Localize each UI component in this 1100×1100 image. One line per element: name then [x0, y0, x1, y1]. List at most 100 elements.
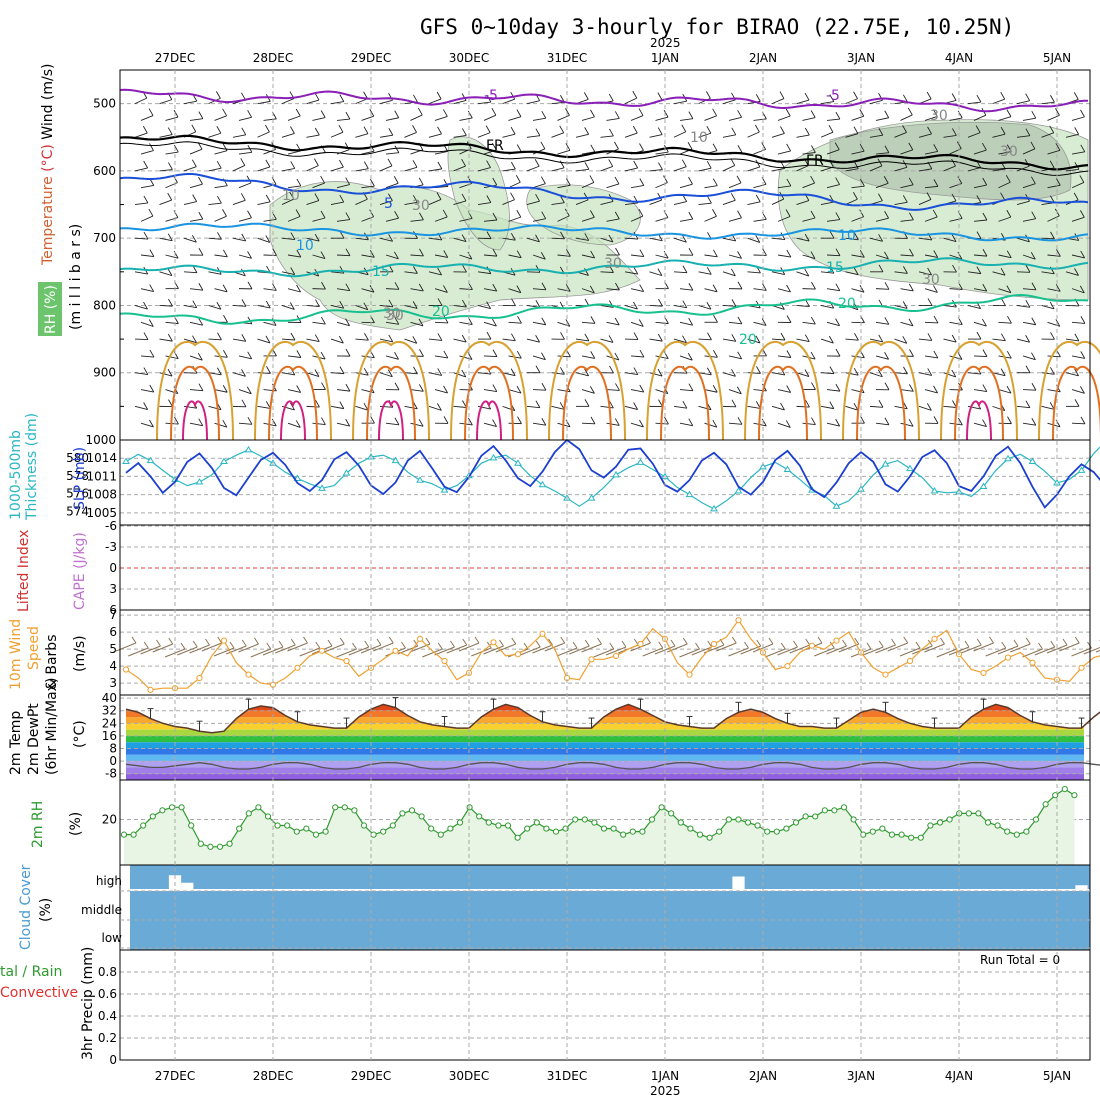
wind-barb-flag: [584, 368, 590, 377]
wind-barb-flag: [535, 234, 540, 242]
wind-barb: [434, 150, 448, 155]
wind-barb: [918, 338, 932, 341]
wind-barb: [551, 101, 565, 105]
wind10-barb-flag: [327, 639, 333, 647]
wind-barb: [312, 254, 326, 260]
wind10-barb: [679, 648, 700, 658]
wind-barb: [992, 98, 1005, 105]
wind10-barb-flag: [805, 638, 811, 646]
rh2m-point: [552, 828, 560, 835]
wind-barb: [1041, 237, 1055, 240]
wind10-speed-line-point: [1004, 654, 1012, 661]
wind-barb-flag: [927, 333, 933, 341]
date-label-top: 29DEC: [351, 51, 391, 65]
wind-barb-flag: [633, 266, 639, 275]
wind-barb-flag: [731, 369, 736, 377]
wind-barb: [385, 355, 399, 360]
wind-barb-flag: [412, 336, 418, 344]
wind-barb: [679, 321, 693, 326]
wind-barb: [875, 355, 889, 360]
wind-barb-flag: [394, 282, 400, 290]
wind-barb-flag: [560, 367, 565, 375]
wind-barb-flag: [853, 91, 858, 99]
rh2m-unit-label: (%): [68, 812, 84, 836]
wind-barb-flag: [633, 402, 639, 410]
wind10-speed-line-point: [441, 657, 448, 665]
thickness-line-point: [832, 502, 841, 509]
thickness-tick-label: 576: [66, 487, 89, 501]
wind-barb-flag: [540, 141, 546, 150]
cloud-high-base: [524, 889, 537, 891]
wind-barb: [557, 149, 571, 155]
wind-barb: [159, 338, 173, 342]
rh2m-point: [620, 831, 627, 838]
wind-barb: [165, 151, 179, 155]
date-label-bottom: 28DEC: [253, 1069, 293, 1083]
wind-barb: [385, 182, 399, 189]
wind-barb-flag: [982, 318, 987, 327]
wind-barb: [967, 372, 981, 375]
wind-barb: [312, 422, 326, 425]
wind-barb-flag: [884, 382, 890, 390]
wind10-barb-flag: [425, 637, 431, 645]
wind-barb-flag: [388, 299, 394, 308]
wind-barb-flag: [664, 416, 669, 425]
wind-barb-flag: [1031, 110, 1037, 119]
wind-barb: [1041, 372, 1055, 375]
wind-barb: [532, 288, 546, 291]
wind10-barb-flag: [290, 638, 296, 646]
wind-barb: [722, 338, 736, 342]
rh2m-point: [120, 831, 128, 838]
wind-barb: [557, 288, 571, 292]
rh2m-point: [485, 819, 492, 826]
wind-barb: [159, 271, 173, 277]
wind10-barb: [226, 645, 247, 655]
wind-barb-flag: [835, 248, 841, 256]
wind-barb: [771, 198, 784, 205]
wind-barb: [796, 338, 810, 343]
wind-barb-flag: [810, 351, 816, 360]
wind-barb: [159, 169, 173, 172]
wind-barb-flag: [1080, 416, 1086, 425]
wind-barb: [820, 101, 834, 105]
wind-barb-flag: [486, 231, 492, 239]
wind-barb: [581, 182, 595, 189]
wind-barb-flag: [149, 419, 154, 428]
wind-barb: [1047, 149, 1061, 155]
rh2m-point: [514, 834, 521, 841]
wind10-barb-flag: [584, 639, 590, 647]
wind-barb: [845, 168, 859, 172]
wind-barb: [802, 321, 816, 325]
wind-barb-flag: [412, 94, 418, 103]
wind-barb-flag: [388, 234, 394, 242]
wind-barb-flag: [712, 249, 718, 258]
wind-barb: [508, 254, 522, 259]
wind-barb: [924, 185, 938, 189]
wind-barb-flag: [296, 385, 302, 393]
wind-barb: [1047, 355, 1061, 358]
wind-barb-flag: [339, 401, 345, 409]
wind-barb-flag: [956, 141, 962, 149]
wind-barb: [900, 321, 914, 327]
wind-barb: [434, 254, 448, 258]
rh2m-point: [226, 840, 233, 847]
wind-barb: [728, 217, 742, 222]
wind-barb-flag: [614, 418, 620, 426]
pressure-tick-label: 600: [93, 164, 116, 178]
wind-barb: [232, 305, 246, 307]
wind-barb: [600, 200, 614, 205]
wind-barb-flag: [565, 108, 570, 116]
temp2m-tick-label: 8: [109, 742, 117, 756]
wind-barb: [581, 422, 596, 425]
pressure-tick-label: 900: [93, 366, 116, 380]
wind-barb: [679, 118, 693, 121]
wind-barb-flag: [615, 383, 620, 391]
wind-barb: [330, 201, 344, 205]
wind-barb: [1022, 422, 1036, 426]
wind-barb: [134, 405, 148, 410]
thickness-line-point: [906, 464, 914, 472]
wind-barb: [336, 118, 350, 121]
wind-barb-flag: [1025, 300, 1031, 308]
cloud-high-base: [401, 889, 414, 891]
wind-barb: [551, 202, 565, 205]
